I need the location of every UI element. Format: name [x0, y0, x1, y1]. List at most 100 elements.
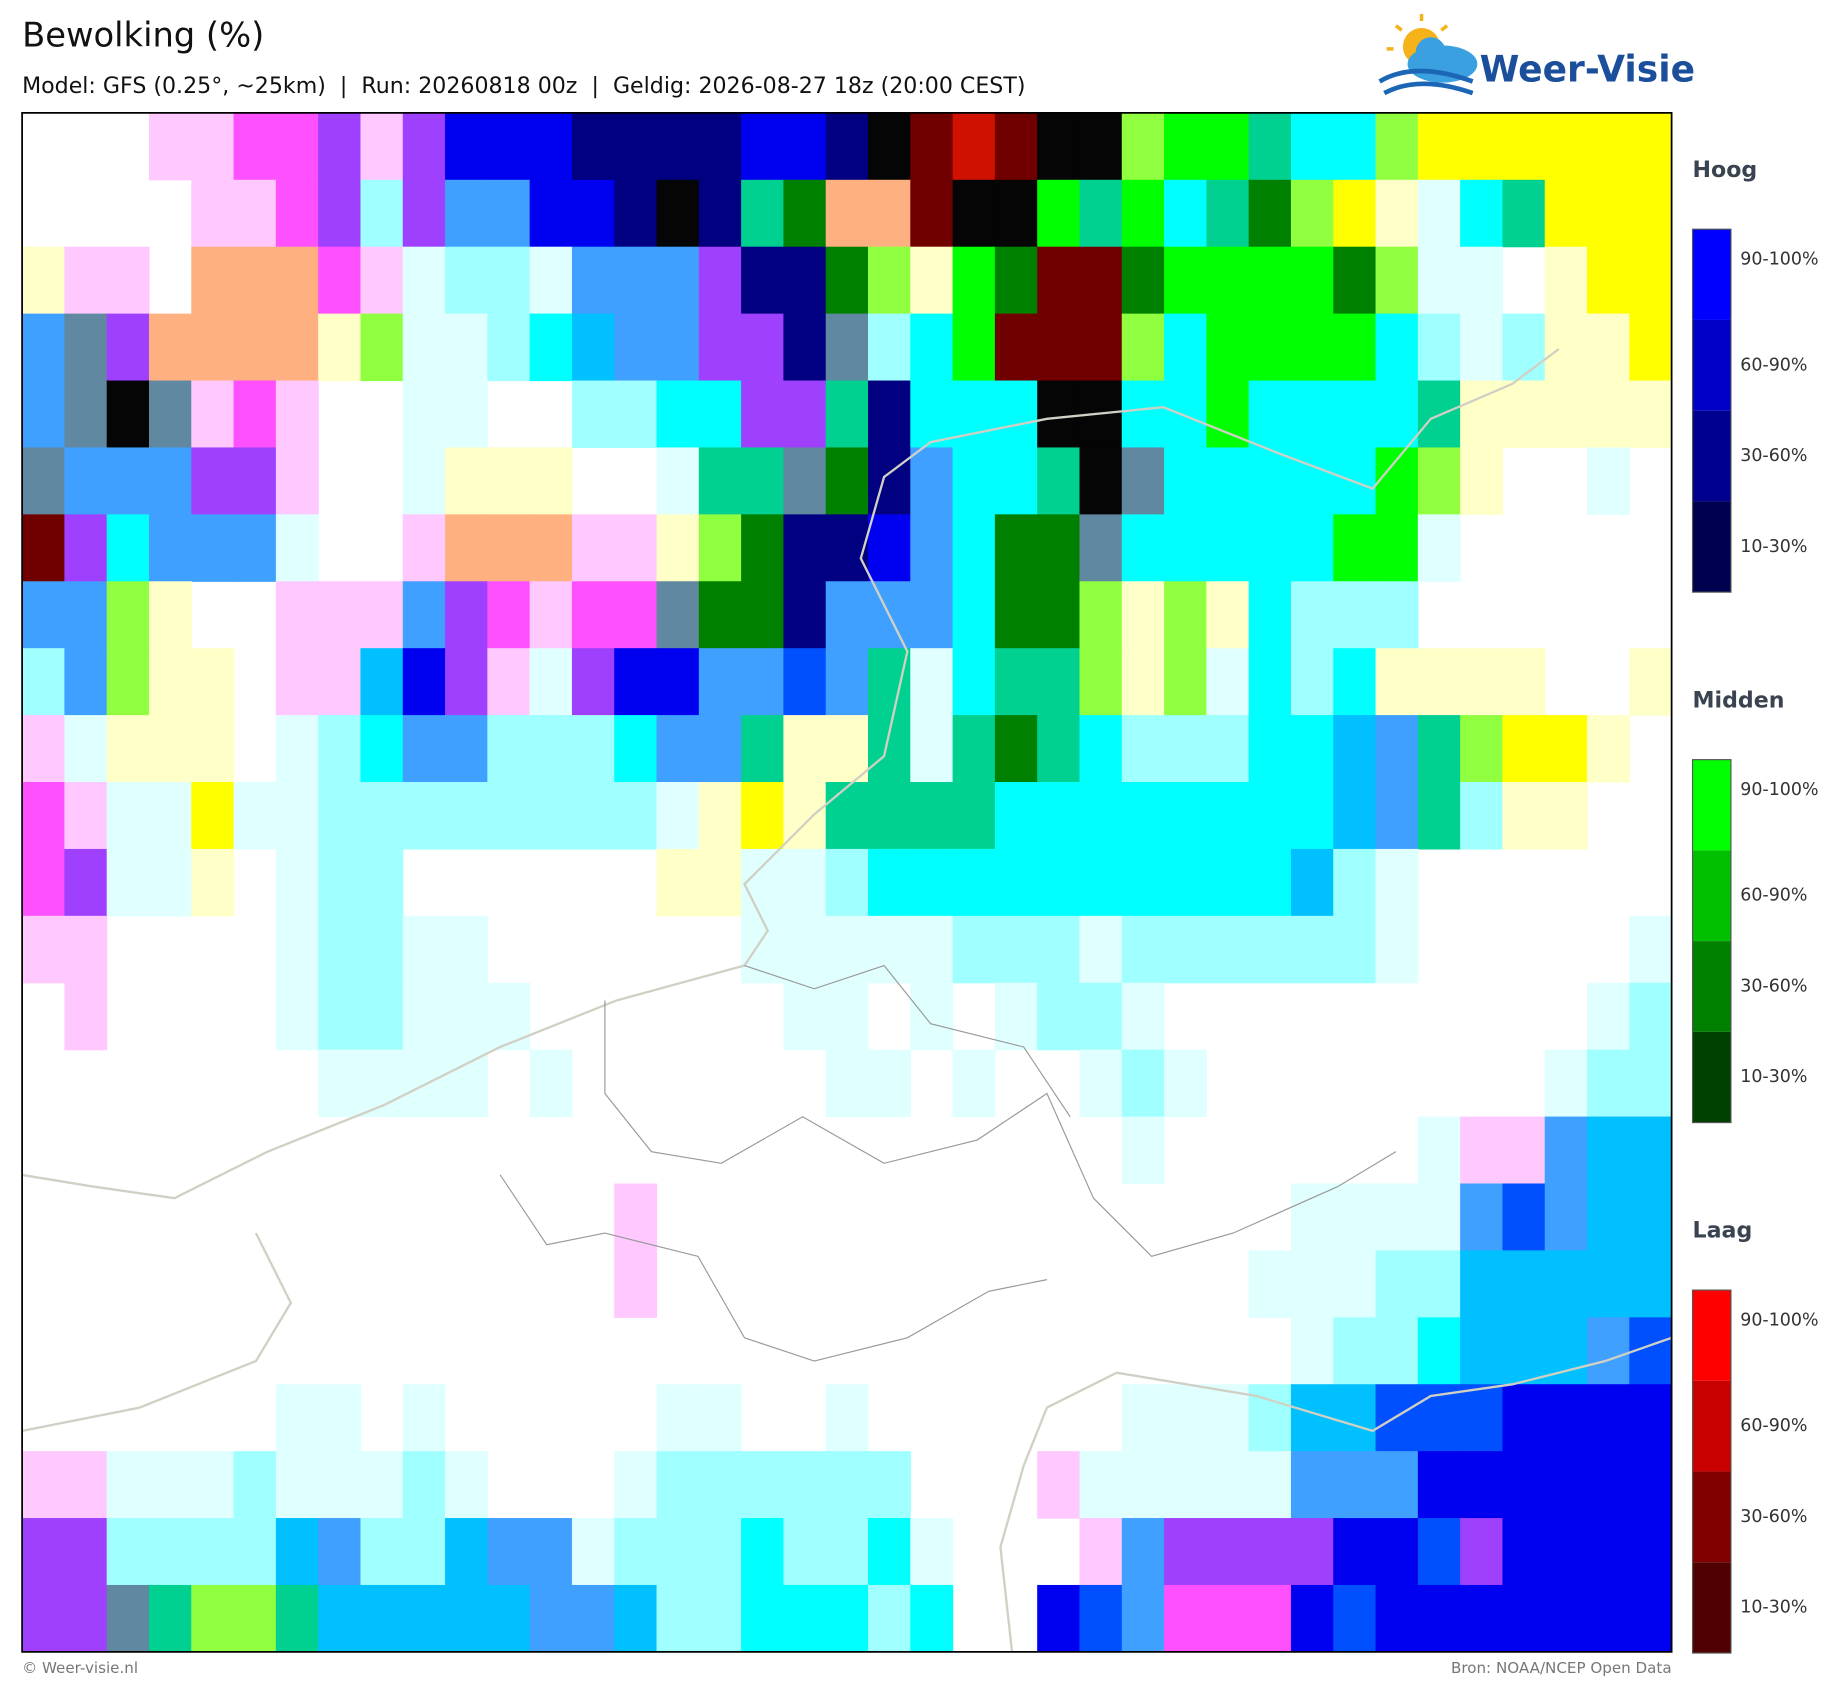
cloud-cell — [402, 648, 446, 716]
cloud-cell — [1460, 715, 1504, 783]
cloud-cell — [1375, 848, 1419, 917]
cloud-cell — [1290, 1451, 1334, 1519]
cloud-cell — [614, 1183, 658, 1251]
cloud-cell — [994, 447, 1038, 515]
cloud-cell — [571, 313, 615, 382]
cloud-cell — [1248, 179, 1292, 248]
cloud-cell — [191, 313, 235, 382]
cloud-cell — [1290, 1250, 1334, 1318]
cloud-cell — [360, 581, 404, 649]
legend-title: Laag — [1693, 1218, 1753, 1244]
cloud-cell — [698, 112, 742, 181]
cloud-cell — [1417, 1584, 1461, 1653]
cloud-cell — [1290, 1518, 1334, 1586]
cloud-cell — [952, 648, 996, 716]
cloud-cell — [994, 246, 1038, 315]
cloud-cell — [1164, 915, 1207, 984]
cloud-cell — [1121, 1451, 1165, 1519]
legend-title: Hoog — [1693, 157, 1758, 183]
cloud-cell — [1375, 648, 1419, 716]
cloud-cell — [22, 246, 65, 315]
cloud-cell — [1079, 179, 1123, 248]
cloud-cell — [1164, 1518, 1207, 1586]
cloud-cell — [445, 648, 488, 716]
cloud-cell — [614, 112, 658, 181]
cloud-cell — [1164, 313, 1207, 382]
cloud-cell — [445, 1451, 488, 1519]
cloud-cell — [148, 1518, 192, 1586]
cloud-cell — [22, 313, 65, 382]
cloud-cell — [445, 380, 488, 449]
cloud-cell — [1417, 447, 1461, 515]
cloud-cell — [783, 246, 827, 315]
cloud-cell — [445, 581, 488, 649]
cloud-cell — [952, 514, 996, 582]
cloud-cell — [445, 112, 488, 181]
cloud-cell — [275, 179, 319, 248]
cloud-cell — [1037, 380, 1081, 449]
cloud-cell — [1375, 915, 1419, 984]
cloud-cell — [1079, 1049, 1123, 1118]
cloud-cell — [698, 514, 742, 582]
cloud-cell — [22, 1451, 65, 1519]
cloud-cell — [614, 1518, 658, 1586]
cloud-cell — [571, 1584, 615, 1653]
cloud-cell — [1290, 715, 1334, 783]
cloud-cell — [402, 915, 446, 984]
cloud-cell — [783, 313, 827, 382]
cloud-cell — [741, 782, 784, 850]
cloud-cell — [1121, 112, 1165, 181]
cloud-cell — [1375, 581, 1419, 649]
cloud-cell — [825, 447, 869, 515]
cloud-cell — [191, 1584, 235, 1653]
cloud-cell — [1248, 112, 1292, 181]
cloud-cell — [910, 112, 954, 181]
cloud-cell — [1375, 1518, 1419, 1586]
cloud-cell — [1333, 715, 1377, 783]
cloud-cell — [275, 915, 319, 984]
cloud-cell — [1544, 1451, 1588, 1519]
cloud-cell — [275, 782, 319, 850]
cloud-cell — [1037, 246, 1081, 315]
cloud-cell — [1079, 514, 1123, 582]
cloud-cell — [64, 1451, 108, 1519]
cloud-cell — [1037, 179, 1081, 248]
cloud-cell — [910, 848, 954, 917]
legend-swatch — [1692, 1031, 1731, 1123]
legend-title: Midden — [1693, 687, 1785, 713]
legend-swatch — [1692, 410, 1731, 502]
cloud-cell — [698, 715, 742, 783]
cloud-cell — [571, 179, 615, 248]
cloud-cell — [741, 715, 784, 783]
cloud-cell — [1629, 1049, 1673, 1118]
cloud-cell — [487, 447, 531, 515]
cloud-cell — [1037, 514, 1081, 582]
cloud-cell — [318, 313, 362, 382]
cloud-cell — [1290, 380, 1334, 449]
legend-swatch — [1692, 229, 1731, 320]
cloud-cell — [1164, 1451, 1207, 1519]
cloud-cell — [868, 112, 911, 181]
cloud-cell — [487, 648, 531, 716]
cloud-cell — [656, 1384, 700, 1452]
cloud-cell — [994, 715, 1038, 783]
cloud-cell — [1290, 581, 1334, 649]
cloud-cell — [1502, 1518, 1546, 1586]
cloud-cell — [1290, 848, 1334, 917]
cloud-cell — [1333, 915, 1377, 984]
cloud-cell — [1333, 1317, 1377, 1385]
cloud-cell — [656, 715, 700, 783]
cloud-cell — [741, 380, 784, 449]
cloud-cell — [318, 246, 362, 315]
cloud-cell — [22, 1584, 65, 1653]
cloud-cell — [529, 648, 573, 716]
cloud-cell — [318, 1584, 362, 1653]
cloud-cell — [825, 715, 869, 783]
cloud-cell — [1333, 514, 1377, 582]
cloud-cell — [1206, 581, 1250, 649]
cloud-cell — [1290, 1584, 1334, 1653]
cloud-cell — [1502, 782, 1546, 850]
cloud-cell — [614, 313, 658, 382]
cloud-cell — [1544, 1116, 1588, 1185]
cloud-cell — [1629, 915, 1673, 984]
